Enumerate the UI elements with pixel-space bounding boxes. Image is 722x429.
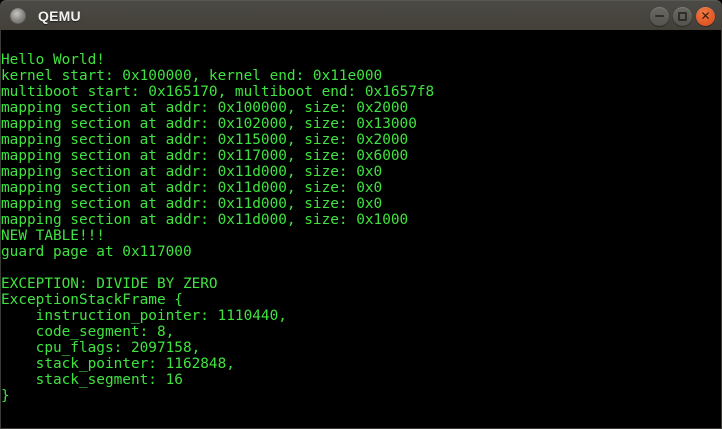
terminal-line: mapping section at addr: 0x117000, size:… [1,148,409,164]
minimize-icon [655,15,664,17]
terminal-line: mapping section at addr: 0x11d000, size:… [1,164,383,180]
terminal-line: } [1,388,10,404]
terminal-output: Hello World! kernel start: 0x100000, kern… [1,52,721,404]
terminal-line: multiboot start: 0x165170, multiboot end… [1,84,435,100]
window-titlebar[interactable]: QEMU ✕ [0,0,722,30]
terminal-line: mapping section at addr: 0x102000, size:… [1,116,417,132]
terminal-line: EXCEPTION: DIVIDE BY ZERO [1,276,218,292]
terminal-line: ExceptionStackFrame { [1,292,183,308]
terminal-line: mapping section at addr: 0x115000, size:… [1,132,409,148]
window-title: QEMU [38,7,81,24]
terminal-line: stack_segment: 16 [1,372,183,388]
terminal-line: mapping section at addr: 0x11d000, size:… [1,212,409,228]
terminal-line: Hello World! [1,52,105,68]
maximize-icon [678,11,687,21]
terminal-line: mapping section at addr: 0x11d000, size:… [1,196,383,212]
minimize-button[interactable] [650,6,669,26]
terminal-line: stack_pointer: 1162848, [1,356,235,372]
terminal-display[interactable]: Hello World! kernel start: 0x100000, kern… [0,30,722,429]
terminal-line: mapping section at addr: 0x11d000, size:… [1,180,383,196]
window-controls: ✕ [650,1,715,31]
close-icon: ✕ [700,8,711,23]
terminal-line: kernel start: 0x100000, kernel end: 0x11… [1,68,383,84]
terminal-line: instruction_pointer: 1110440, [1,308,287,324]
close-button[interactable]: ✕ [696,6,715,26]
terminal-line: guard page at 0x117000 [1,244,192,260]
qemu-app-icon [10,7,26,24]
terminal-line: cpu_flags: 2097158, [1,340,201,356]
maximize-button[interactable] [673,6,692,26]
terminal-line [1,260,721,276]
terminal-line: mapping section at addr: 0x100000, size:… [1,100,409,116]
terminal-line: NEW TABLE!!! [1,228,105,244]
terminal-line: code_segment: 8, [1,324,175,340]
